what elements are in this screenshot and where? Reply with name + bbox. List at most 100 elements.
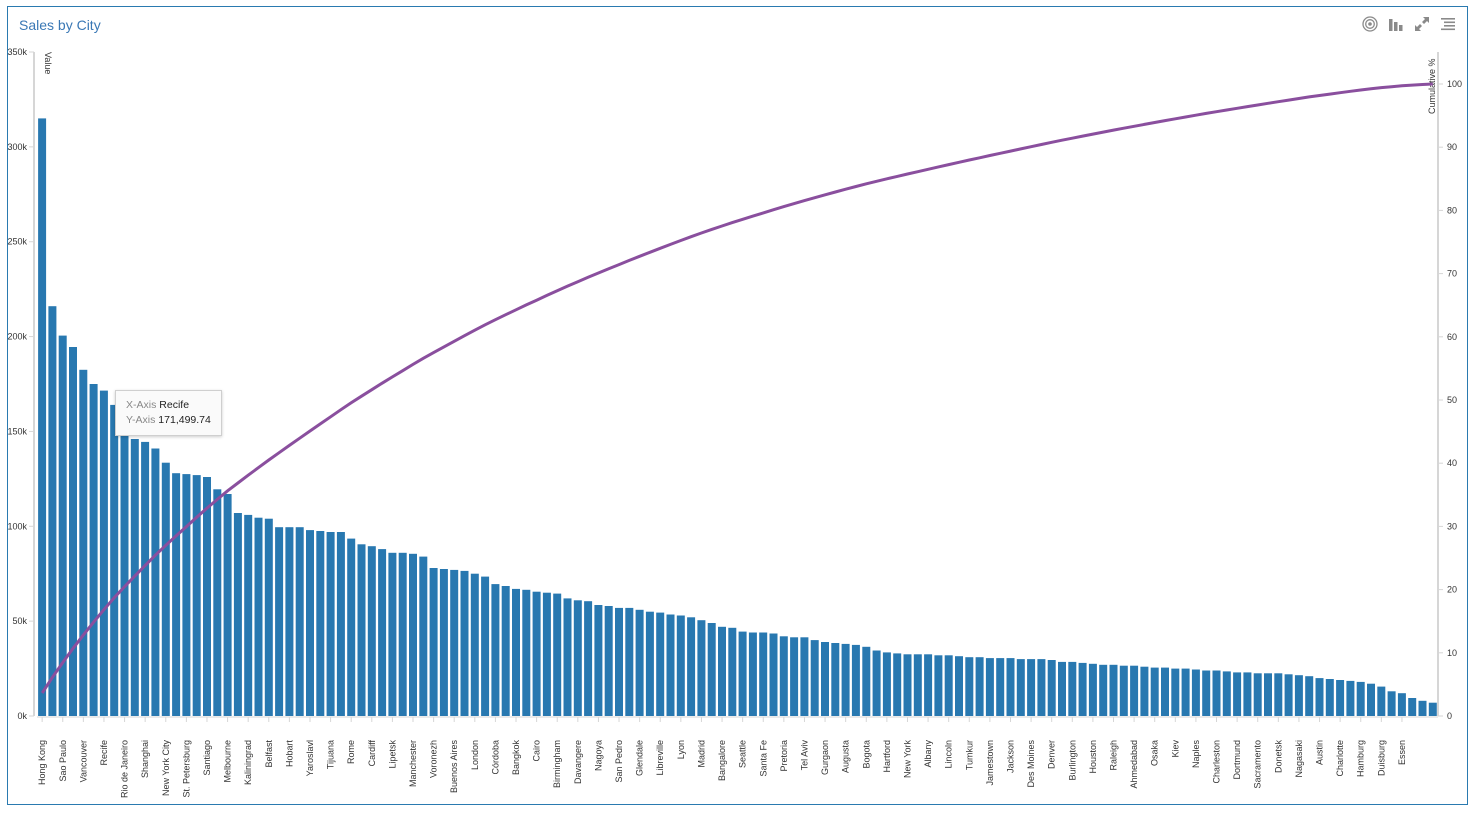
bar[interactable]	[501, 586, 510, 716]
bar[interactable]	[676, 615, 685, 717]
bar[interactable]	[1315, 678, 1324, 716]
bar[interactable]	[1130, 665, 1139, 716]
bar[interactable]	[831, 643, 840, 716]
bar[interactable]	[213, 489, 222, 716]
bar[interactable]	[450, 569, 459, 716]
bar[interactable]	[522, 589, 531, 716]
bar[interactable]	[615, 607, 623, 716]
bar[interactable]	[161, 462, 170, 716]
menu-icon[interactable]	[1439, 15, 1457, 33]
bar[interactable]	[141, 441, 150, 716]
bar[interactable]	[748, 632, 757, 717]
bar[interactable]	[1377, 686, 1386, 716]
bar[interactable]	[738, 631, 747, 716]
bar[interactable]	[233, 513, 242, 716]
bar[interactable]	[326, 532, 335, 716]
bar[interactable]	[89, 384, 98, 716]
bar[interactable]	[790, 637, 799, 716]
bar[interactable]	[707, 623, 716, 716]
bar[interactable]	[934, 655, 943, 716]
bar[interactable]	[69, 347, 77, 716]
bar[interactable]	[223, 494, 232, 716]
bar[interactable]	[1397, 693, 1406, 716]
bar[interactable]	[1253, 673, 1262, 716]
bar[interactable]	[1099, 664, 1108, 716]
bar[interactable]	[635, 609, 644, 716]
bar[interactable]	[625, 607, 634, 716]
bar[interactable]	[470, 573, 479, 716]
bar[interactable]	[666, 614, 675, 717]
bar[interactable]	[604, 606, 613, 716]
bar[interactable]	[1428, 702, 1437, 716]
bar[interactable]	[378, 549, 387, 716]
bar[interactable]	[1233, 672, 1242, 716]
bar[interactable]	[1356, 681, 1365, 716]
bar[interactable]	[862, 646, 871, 716]
bar[interactable]	[1387, 691, 1396, 716]
bar[interactable]	[367, 546, 376, 716]
bar[interactable]	[1140, 666, 1149, 716]
bar[interactable]	[285, 527, 294, 716]
bar[interactable]	[1346, 680, 1355, 716]
bar[interactable]	[58, 335, 67, 716]
bar[interactable]	[275, 527, 284, 716]
bar[interactable]	[759, 632, 768, 717]
bar[interactable]	[841, 643, 850, 716]
bar[interactable]	[697, 620, 706, 716]
bar[interactable]	[357, 544, 366, 716]
bar[interactable]	[1418, 700, 1427, 716]
bar[interactable]	[779, 636, 788, 716]
bar[interactable]	[172, 473, 181, 716]
bar[interactable]	[398, 552, 407, 716]
bar[interactable]	[460, 570, 469, 716]
bar[interactable]	[254, 517, 263, 716]
bar[interactable]	[110, 404, 119, 716]
bar[interactable]	[573, 600, 582, 716]
bar[interactable]	[924, 654, 933, 716]
bar[interactable]	[388, 552, 397, 716]
bar[interactable]	[718, 626, 726, 716]
bar[interactable]	[1325, 679, 1334, 716]
bar[interactable]	[151, 448, 160, 717]
expand-icon[interactable]	[1413, 15, 1431, 33]
bar[interactable]	[810, 640, 819, 716]
bar[interactable]	[1191, 669, 1200, 717]
bar[interactable]	[1037, 659, 1046, 716]
bar[interactable]	[645, 611, 654, 716]
bar[interactable]	[893, 653, 902, 716]
bar[interactable]	[872, 650, 881, 717]
bar[interactable]	[1078, 662, 1087, 716]
bar[interactable]	[563, 598, 572, 716]
bar[interactable]	[1027, 659, 1036, 716]
bar[interactable]	[1171, 668, 1180, 716]
bar[interactable]	[120, 431, 129, 716]
bar[interactable]	[1161, 667, 1169, 716]
bar[interactable]	[728, 627, 737, 716]
bar[interactable]	[955, 656, 963, 716]
bar[interactable]	[429, 568, 438, 716]
bar[interactable]	[295, 527, 304, 716]
bar[interactable]	[542, 592, 551, 716]
bar[interactable]	[1243, 672, 1252, 716]
bar[interactable]	[882, 652, 891, 716]
bar[interactable]	[99, 390, 108, 716]
bar[interactable]	[944, 655, 953, 716]
bar[interactable]	[79, 369, 88, 716]
bar[interactable]	[996, 658, 1005, 716]
bar-chart-icon[interactable]	[1387, 15, 1405, 33]
bar[interactable]	[1336, 680, 1345, 716]
bar[interactable]	[1068, 661, 1077, 716]
bar[interactable]	[481, 576, 490, 716]
bar[interactable]	[913, 654, 922, 716]
target-icon[interactable]	[1361, 15, 1379, 33]
bar[interactable]	[1294, 675, 1303, 716]
bar[interactable]	[316, 531, 325, 716]
bar[interactable]	[800, 637, 809, 716]
bar[interactable]	[306, 530, 314, 716]
bar[interactable]	[975, 657, 984, 716]
bar[interactable]	[965, 657, 974, 716]
bar[interactable]	[1109, 664, 1118, 716]
bar[interactable]	[1305, 676, 1314, 716]
bar[interactable]	[769, 633, 778, 717]
bar[interactable]	[687, 617, 696, 716]
